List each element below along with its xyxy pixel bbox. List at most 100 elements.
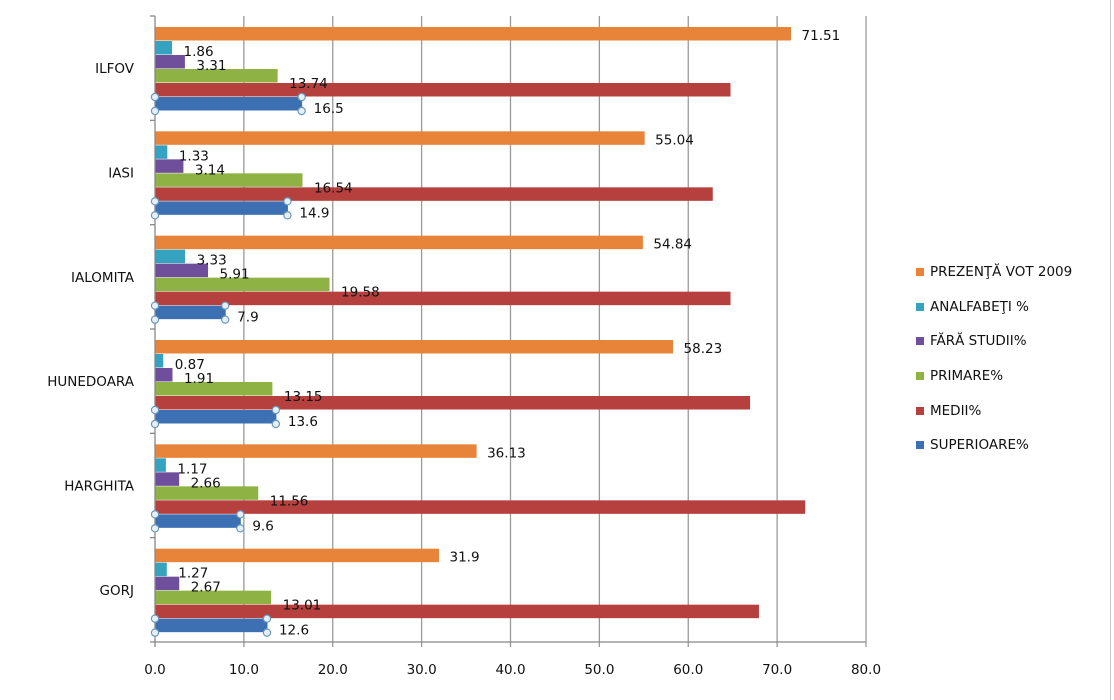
data-label: 1.33 bbox=[179, 148, 209, 164]
bar[interactable] bbox=[155, 187, 713, 201]
bar[interactable] bbox=[155, 69, 278, 83]
selection-handle[interactable] bbox=[150, 628, 160, 637]
bar[interactable] bbox=[155, 291, 731, 306]
bar[interactable] bbox=[155, 368, 173, 382]
data-label: 13.01 bbox=[283, 598, 322, 614]
bar[interactable] bbox=[155, 131, 645, 145]
legend-label: PREZENŢĂ VOT 2009 bbox=[930, 264, 1073, 281]
selection-handle[interactable] bbox=[150, 405, 160, 415]
legend-swatch bbox=[916, 268, 924, 277]
bar[interactable] bbox=[155, 486, 259, 500]
selection-handle[interactable] bbox=[271, 405, 281, 415]
bar[interactable] bbox=[155, 145, 168, 159]
data-label: 13.74 bbox=[289, 76, 328, 92]
selection-handle[interactable] bbox=[150, 92, 160, 102]
selection-handle[interactable] bbox=[150, 197, 160, 206]
bar[interactable] bbox=[155, 472, 180, 486]
data-label: 13.15 bbox=[284, 389, 323, 405]
bar[interactable] bbox=[155, 173, 303, 187]
selection-handle[interactable] bbox=[283, 197, 292, 206]
data-label: 0.87 bbox=[175, 357, 205, 373]
bar[interactable] bbox=[155, 444, 477, 458]
data-label: 2.67 bbox=[191, 580, 221, 596]
data-label: 5.91 bbox=[220, 267, 250, 283]
bar[interactable] bbox=[155, 97, 303, 111]
legend-label: ANALFABEŢI % bbox=[930, 298, 1029, 315]
bar[interactable] bbox=[155, 41, 173, 55]
data-label: 1.27 bbox=[178, 566, 208, 582]
bar[interactable] bbox=[155, 277, 330, 292]
data-label: 3.31 bbox=[196, 58, 226, 74]
legend-item-primare[interactable]: PRIMARE% bbox=[916, 359, 1072, 394]
selection-handle[interactable] bbox=[150, 524, 160, 533]
selection-handle[interactable] bbox=[150, 315, 160, 324]
bar[interactable] bbox=[155, 55, 185, 69]
data-label: 13.6 bbox=[288, 414, 318, 430]
x-tick-label: 80.0 bbox=[851, 662, 881, 678]
axes bbox=[150, 15, 866, 647]
selection-handle[interactable] bbox=[221, 315, 230, 324]
legend-swatch bbox=[916, 337, 924, 346]
bar[interactable] bbox=[155, 590, 272, 605]
bar[interactable] bbox=[155, 514, 241, 528]
legend-swatch bbox=[916, 372, 924, 381]
bar[interactable] bbox=[155, 576, 180, 591]
data-label: 36.13 bbox=[487, 445, 526, 461]
bar[interactable] bbox=[155, 249, 186, 264]
selection-handle[interactable] bbox=[236, 524, 245, 533]
data-label: 16.5 bbox=[314, 101, 344, 117]
legend-item-superioare[interactable]: SUPERIOARE% bbox=[916, 428, 1072, 463]
selection-handle[interactable] bbox=[297, 92, 306, 102]
selection-handle[interactable] bbox=[150, 419, 160, 429]
legend-swatch bbox=[916, 302, 924, 311]
bar[interactable] bbox=[155, 548, 440, 563]
bar[interactable] bbox=[155, 410, 277, 424]
category-labels: ILFOV IASI IALOMITA HUNEDOARA HARGHITA GORJ bbox=[47, 61, 135, 599]
bar[interactable] bbox=[155, 305, 226, 320]
selection-handle[interactable] bbox=[150, 510, 160, 519]
bar[interactable] bbox=[155, 458, 166, 472]
bar[interactable] bbox=[155, 382, 273, 396]
legend-item-prezenta[interactable]: PREZENŢĂ VOT 2009 bbox=[916, 255, 1072, 290]
selection-handle[interactable] bbox=[236, 510, 245, 519]
x-tick-label: 30.0 bbox=[407, 662, 437, 678]
selection-handle[interactable] bbox=[221, 301, 230, 310]
data-label: 3.14 bbox=[195, 162, 225, 178]
data-label: 3.33 bbox=[197, 253, 227, 269]
bar[interactable] bbox=[155, 201, 288, 215]
selection-handle[interactable] bbox=[262, 628, 272, 637]
bar[interactable] bbox=[155, 83, 731, 97]
bar[interactable] bbox=[155, 562, 167, 577]
selection-handle[interactable] bbox=[262, 614, 272, 623]
data-label: 7.9 bbox=[237, 310, 258, 326]
legend-item-medii[interactable]: MEDII% bbox=[916, 393, 1072, 428]
selection-handle[interactable] bbox=[271, 419, 281, 429]
bar[interactable] bbox=[155, 263, 209, 278]
data-label: 31.9 bbox=[450, 550, 480, 566]
selection-handle[interactable] bbox=[297, 106, 306, 116]
bar[interactable] bbox=[155, 340, 674, 354]
legend-item-analfabeti[interactable]: ANALFABEŢI % bbox=[916, 290, 1072, 325]
bar[interactable] bbox=[155, 159, 184, 173]
bar[interactable] bbox=[155, 618, 268, 633]
legend-item-fara-studii[interactable]: FĂRĂ STUDII% bbox=[916, 324, 1072, 359]
data-label: 55.04 bbox=[655, 132, 694, 148]
bar[interactable] bbox=[155, 354, 164, 368]
bar[interactable] bbox=[155, 500, 806, 514]
category-label: HARGHITA bbox=[64, 479, 135, 495]
legend-label: FĂRĂ STUDII% bbox=[930, 333, 1027, 350]
legend-label: MEDII% bbox=[930, 402, 982, 419]
data-label: 9.6 bbox=[252, 518, 273, 534]
bar[interactable] bbox=[155, 27, 792, 41]
bar[interactable] bbox=[155, 396, 751, 410]
selection-handles[interactable] bbox=[150, 92, 306, 637]
selection-handle[interactable] bbox=[150, 211, 160, 220]
selection-handle[interactable] bbox=[150, 301, 160, 310]
selection-handle[interactable] bbox=[150, 106, 160, 116]
bar[interactable] bbox=[155, 235, 643, 250]
x-tick-labels: 0.0 10.0 20.0 30.0 40.0 50.0 60.0 70.0 80.0 bbox=[144, 662, 881, 678]
selection-handle[interactable] bbox=[283, 211, 292, 220]
selection-handle[interactable] bbox=[150, 614, 160, 623]
bar[interactable] bbox=[155, 604, 759, 619]
